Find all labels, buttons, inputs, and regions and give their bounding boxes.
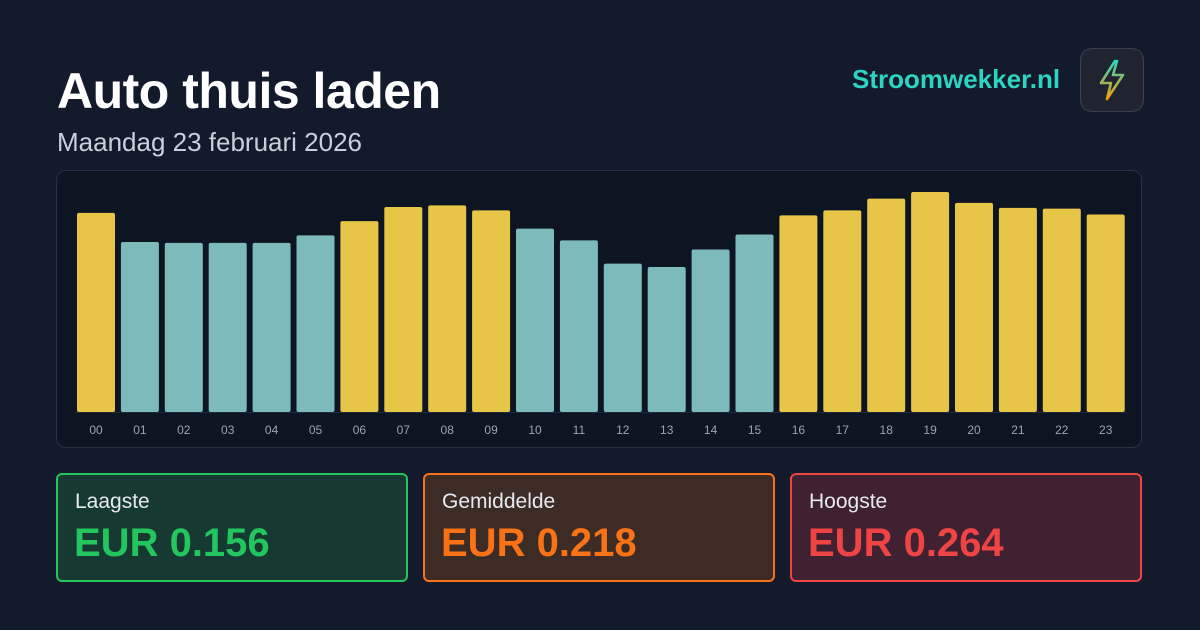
brand-name: Stroomwekker.nl (852, 64, 1061, 94)
x-tick-label: 11 (573, 423, 586, 437)
lowest-price-card: Laagste EUR 0.156 (56, 473, 408, 582)
bar-hour-23 (1086, 214, 1125, 412)
x-tick-label: 17 (836, 423, 850, 437)
x-tick-label: 20 (967, 423, 981, 437)
bar-hour-10 (516, 228, 554, 412)
price-chart-panel: 00 01 02 03 04 05 06 07 08 09 10 11 12 13 14 15 16 17 18 19… (56, 170, 1142, 448)
x-tick-label: 03 (221, 423, 235, 437)
x-tick-label: 04 (265, 423, 279, 437)
x-tick-label: 18 (880, 423, 894, 437)
bar-hour-15 (735, 234, 774, 412)
x-tick-label: 02 (177, 423, 191, 437)
bar-hour-13 (647, 267, 686, 412)
page-title: Auto thuis laden (57, 63, 441, 119)
bar-hour-00 (77, 212, 115, 412)
x-tick-label: 15 (748, 423, 762, 437)
bar-hour-05 (296, 235, 335, 412)
bar-hour-03 (208, 242, 247, 412)
average-price-value: EUR 0.218 (441, 521, 637, 565)
highest-price-value: EUR 0.264 (808, 521, 1004, 565)
bar-hour-11 (559, 240, 598, 412)
highest-price-label: Hoogste (809, 490, 888, 513)
x-tick-label: 06 (353, 423, 367, 437)
x-tick-label: 01 (133, 423, 147, 437)
bar-hour-09 (472, 210, 511, 412)
x-tick-label: 12 (616, 423, 630, 437)
bar-hour-08 (428, 205, 467, 412)
page-subtitle: Maandag 23 februari 2026 (57, 127, 363, 157)
bar-hour-22 (1042, 208, 1081, 412)
brand-logo (1080, 48, 1144, 112)
x-tick-label: 08 (441, 423, 455, 437)
x-tick-label: 22 (1055, 423, 1069, 437)
bar-hour-21 (998, 207, 1037, 412)
bar-hour-20 (955, 202, 993, 412)
lowest-price-label: Laagste (75, 490, 150, 513)
lowest-price-value: EUR 0.156 (74, 521, 270, 565)
x-tick-label: 07 (397, 423, 411, 437)
x-tick-label: 21 (1011, 423, 1025, 437)
bar-hour-12 (603, 263, 642, 412)
bar-hour-01 (120, 242, 159, 412)
x-tick-label: 00 (89, 423, 103, 437)
x-tick-label: 23 (1099, 423, 1113, 437)
x-tick-label: 09 (484, 423, 498, 437)
highest-price-card: Hoogste EUR 0.264 (790, 473, 1142, 582)
x-tick-label: 14 (704, 423, 718, 437)
x-tick-label: 10 (528, 423, 542, 437)
bar-hour-19 (911, 192, 950, 412)
bar-hour-14 (691, 249, 730, 412)
bar-hour-17 (823, 210, 862, 412)
bar-hour-18 (867, 198, 906, 412)
hourly-price-chart: 00 01 02 03 04 05 06 07 08 09 10 11 12 13 14 15 16 17 18 19… (75, 192, 1127, 437)
bar-hour-02 (164, 242, 203, 412)
x-tick-label: 13 (660, 423, 674, 437)
x-tick-label: 19 (923, 423, 937, 437)
average-price-card: Gemiddelde EUR 0.218 (423, 473, 775, 582)
x-tick-label: 16 (792, 423, 806, 437)
bar-hour-06 (340, 221, 379, 412)
x-tick-label: 05 (309, 423, 323, 437)
bar-hour-07 (384, 207, 423, 412)
average-price-label: Gemiddelde (442, 490, 556, 513)
lightning-bolt-icon (1099, 59, 1125, 101)
bar-hour-16 (779, 215, 818, 412)
bar-hour-04 (252, 242, 291, 412)
